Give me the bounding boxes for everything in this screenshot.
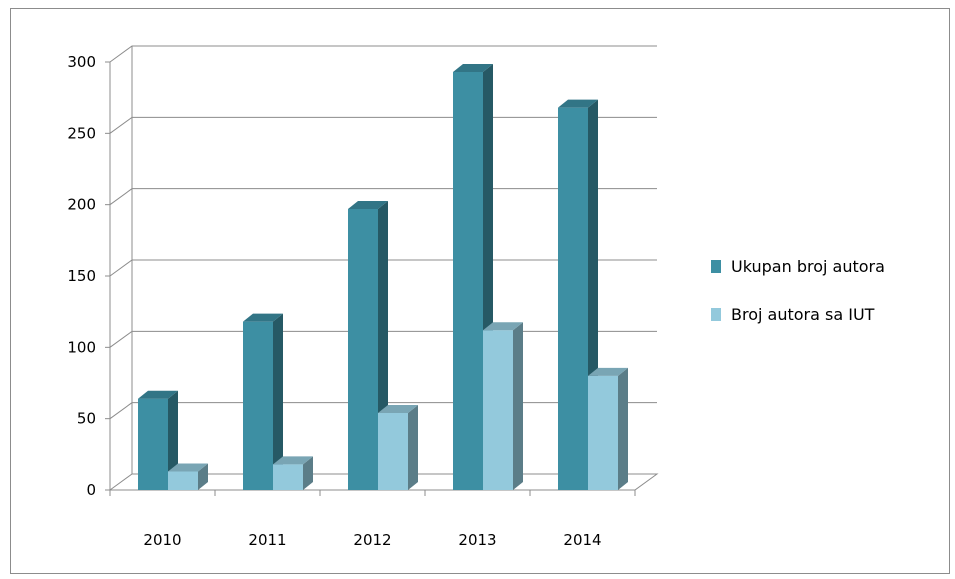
bar-top [168,463,208,472]
y-tick-label: 50 [77,410,96,428]
bar-front [348,208,378,491]
bar-side [168,390,178,490]
x-tick-label: 2014 [563,531,601,549]
y-axis-ticks: 0 50 100 150 200 250 300 [67,53,110,499]
bar-side [618,367,628,490]
bar-front [453,71,483,490]
bar-top [138,390,178,399]
bar [168,463,208,490]
bar [273,456,313,490]
bar-top [588,367,628,376]
x-axis-ticks: 2010 2011 2012 2013 2014 [109,490,636,549]
y-tick-label: 300 [67,53,96,71]
bar [588,367,628,490]
bar-top [348,200,388,209]
x-tick-label: 2012 [353,531,391,549]
bar-top [378,404,418,413]
bar-top [273,456,313,465]
bar-front [273,464,303,490]
legend-swatch [711,308,721,321]
bar-top [453,63,493,72]
bar-top [483,322,523,331]
bar-side [198,463,208,490]
legend: Ukupan broj autora Broj autora sa IUT [711,257,885,324]
bar-front [243,321,273,490]
bar-front [588,375,618,490]
legend-swatch [711,260,721,273]
bar-front [483,330,513,490]
bar-side [408,404,418,490]
x-tick-label: 2011 [248,531,286,549]
y-tick-label: 150 [67,267,96,285]
legend-label: Broj autora sa IUT [731,305,875,324]
legend-label: Ukupan broj autora [731,257,885,276]
y-tick-label: 100 [67,338,96,356]
x-tick-label: 2013 [458,531,496,549]
bar [243,313,283,490]
bar-front [168,471,198,490]
gridline [109,45,657,63]
bar-side [513,322,523,490]
bar-top [243,313,283,322]
bar [378,404,418,490]
y-tick-label: 250 [67,124,96,142]
bar [558,99,598,491]
y-tick-label: 200 [67,196,96,214]
bars [138,63,628,491]
bar-side [273,313,283,490]
bar-front [558,107,588,491]
bar [483,322,523,490]
bar-front [378,412,408,490]
y-tick-label: 0 [86,481,96,499]
bar-side [303,456,313,490]
bar [138,390,178,490]
bar-front [138,398,168,490]
x-tick-label: 2010 [143,531,181,549]
bar-top [558,99,598,108]
